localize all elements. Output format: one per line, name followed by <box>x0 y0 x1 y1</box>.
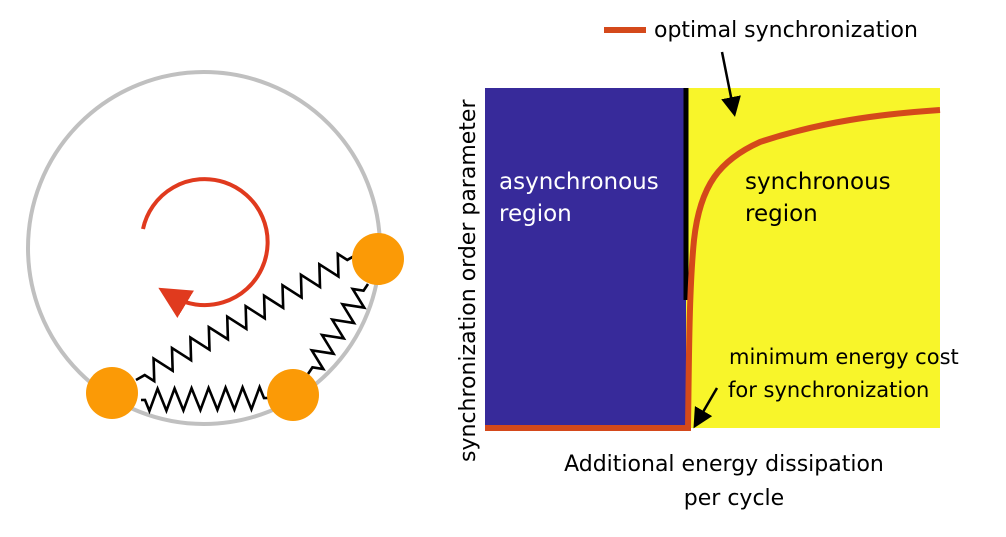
spring-right <box>306 283 370 375</box>
oscillator-3 <box>352 233 404 285</box>
oscillator-2 <box>267 369 319 421</box>
spring-bottom <box>140 383 269 415</box>
async-label-line2: region <box>499 201 572 227</box>
oscillator-1 <box>86 367 138 419</box>
spring-long <box>135 251 357 384</box>
x-axis-label-line2: per cycle <box>684 486 784 511</box>
sync-region <box>686 88 940 428</box>
sync-label-line2: region <box>745 201 818 227</box>
annotation-line1: minimum energy cost <box>729 345 959 369</box>
async-region <box>485 88 686 428</box>
legend-arrow-icon <box>720 51 741 117</box>
sync-label-line1: synchronous <box>745 169 891 195</box>
annotation-arrow-icon <box>693 387 719 429</box>
legend-label: optimal synchronization <box>654 18 918 43</box>
oscillator-schematic <box>26 70 404 426</box>
y-axis-label: synchronization order parameter <box>456 99 481 462</box>
rotation-arrow-icon <box>141 177 270 318</box>
x-axis-label-line1: Additional energy dissipation <box>564 452 884 477</box>
optimal-sync-curve <box>485 107 941 431</box>
async-label-line1: asynchronous <box>499 169 659 195</box>
annotation-line2: for synchronization <box>728 378 929 402</box>
phase-diagram: asynchronous region synchronous region o… <box>456 18 959 511</box>
ring <box>26 70 382 426</box>
